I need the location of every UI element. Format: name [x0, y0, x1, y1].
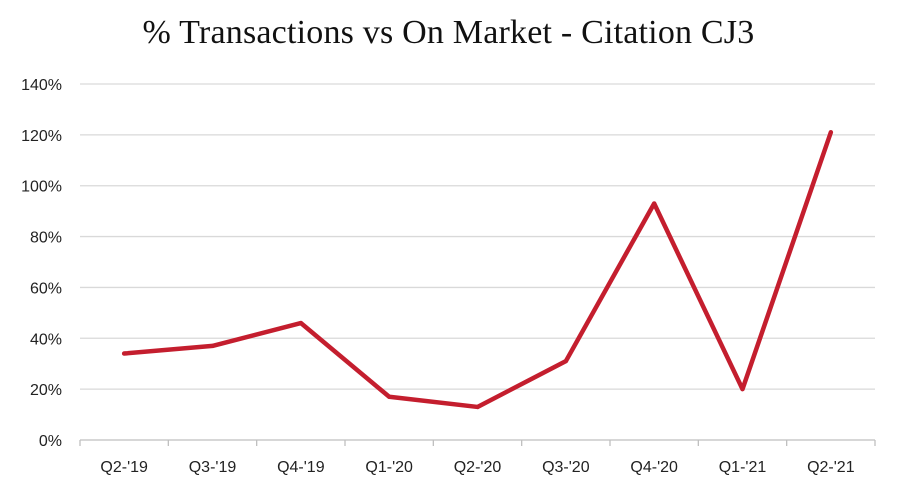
data-point — [298, 321, 303, 326]
data-point — [740, 387, 745, 392]
y-tick-label: 0% — [39, 433, 62, 450]
x-tick-label: Q2-'19 — [100, 459, 148, 476]
y-tick-label: 60% — [30, 280, 62, 297]
data-point — [652, 201, 657, 206]
y-tick-label: 100% — [21, 179, 62, 196]
data-point — [210, 343, 215, 348]
y-tick-label: 20% — [30, 382, 62, 399]
x-tick-label: Q4-'20 — [630, 459, 678, 476]
x-tick-label: Q2-'20 — [454, 459, 502, 476]
x-tick-label: Q1-'21 — [719, 459, 767, 476]
data-point — [122, 351, 127, 356]
x-tick-label: Q4-'19 — [277, 459, 325, 476]
y-tick-label: 40% — [30, 331, 62, 348]
series-layer — [121, 130, 834, 410]
x-tick-label: Q3-'19 — [189, 459, 237, 476]
data-point — [387, 394, 392, 399]
series-line — [121, 130, 834, 410]
x-axis: Q2-'19 Q3-'19 Q4-'19 Q1-'20 Q2-'20 Q3-'20 Q4-'… — [79, 439, 876, 476]
data-point — [828, 130, 833, 135]
y-tick-label: 140% — [21, 77, 62, 94]
gridlines — [80, 83, 875, 390]
x-tick-label: Q2-'21 — [807, 459, 855, 476]
x-tick-label: Q1-'20 — [365, 459, 413, 476]
y-tick-label: 80% — [30, 230, 62, 247]
chart-title: % Transactions vs On Market - Citation C… — [142, 14, 755, 51]
x-tick-label: Q3-'20 — [542, 459, 590, 476]
data-point — [475, 404, 480, 409]
y-axis-ticks: 0% 20% 40% 60% 80% 100% 120% 140% — [21, 77, 62, 450]
y-tick-label: 120% — [21, 128, 62, 145]
data-point — [563, 359, 568, 364]
